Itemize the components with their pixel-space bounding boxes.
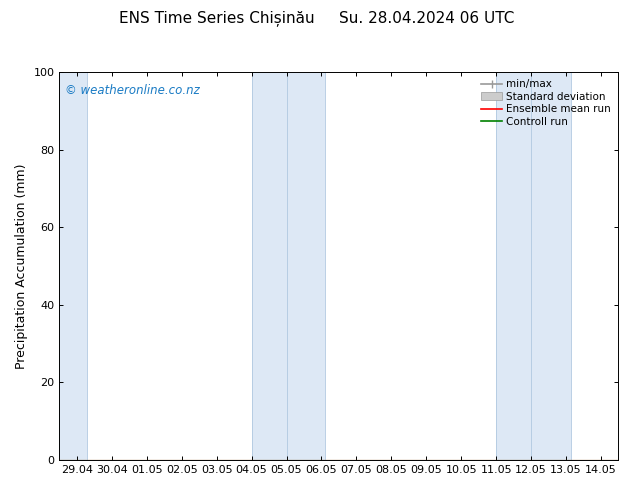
- Bar: [496, 72, 571, 460]
- Bar: [252, 72, 325, 460]
- Text: ENS Time Series Chișinău     Su. 28.04.2024 06 UTC: ENS Time Series Chișinău Su. 28.04.2024 …: [119, 10, 515, 25]
- Text: © weatheronline.co.nz: © weatheronline.co.nz: [65, 83, 200, 97]
- Legend: min/max, Standard deviation, Ensemble mean run, Controll run: min/max, Standard deviation, Ensemble me…: [479, 77, 613, 129]
- Y-axis label: Precipitation Accumulation (mm): Precipitation Accumulation (mm): [15, 163, 28, 369]
- Bar: [60, 72, 87, 460]
